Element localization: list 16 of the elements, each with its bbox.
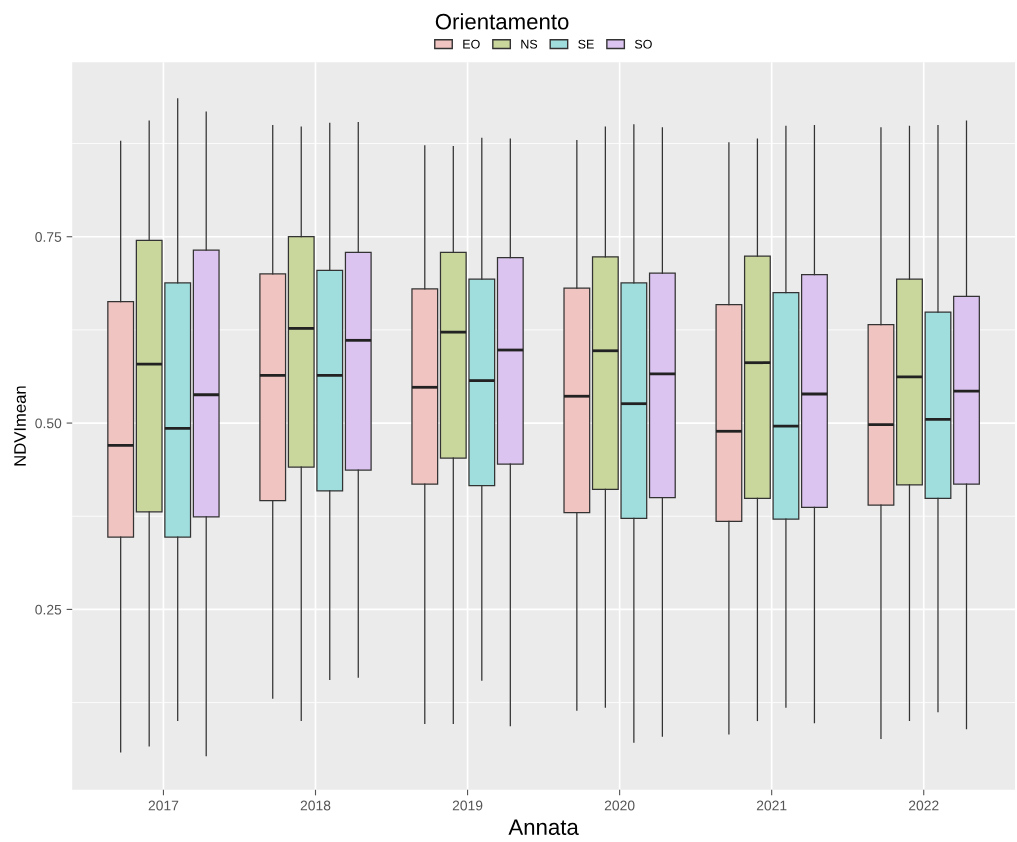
x-tick-label: 2022 xyxy=(908,800,939,811)
y-tick-label: 0.50 xyxy=(35,418,62,429)
y-tick-label: 0.75 xyxy=(35,232,62,242)
x-tick-label: 2018 xyxy=(300,800,331,811)
x-axis-title: Annata xyxy=(508,819,579,836)
legend-label: EO xyxy=(463,39,480,49)
legend-label: NS xyxy=(521,39,538,49)
legend-title: Orientamento xyxy=(435,13,569,30)
legend-label: SO xyxy=(634,39,652,49)
legend-label: SE xyxy=(578,39,594,49)
x-tick-label: 2021 xyxy=(756,800,787,811)
y-tick-label: 0.25 xyxy=(35,604,62,615)
x-tick-label: 2020 xyxy=(604,800,635,811)
y-axis-title: NDVImean xyxy=(14,386,26,466)
x-tick-label: 2017 xyxy=(148,800,179,811)
x-tick-label: 2019 xyxy=(452,800,483,811)
